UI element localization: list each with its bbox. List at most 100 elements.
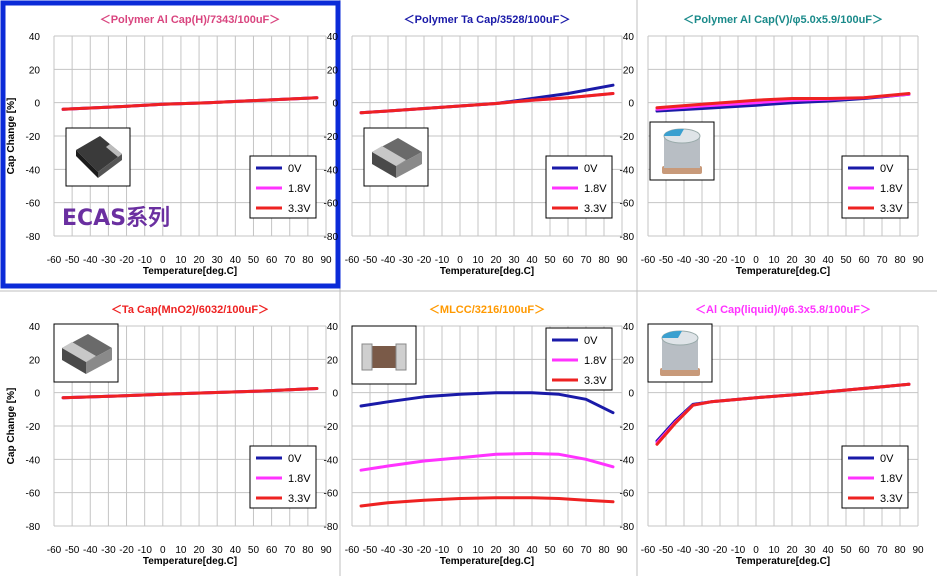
legend: 0V 1.8V 3.3V (249, 155, 317, 219)
x-tick-label: -10 (731, 545, 746, 556)
x-tick-label: 0 (753, 255, 759, 266)
x-tick-label: -40 (83, 255, 98, 266)
x-tick-label: 60 (266, 545, 278, 556)
x-tick-label: -50 (363, 545, 378, 556)
x-axis-title: Temperature[deg.C] (143, 266, 237, 277)
y-tick-label: -40 (620, 455, 635, 466)
y-tick-label: 20 (327, 355, 339, 366)
x-tick-label: 10 (768, 545, 780, 556)
y-tick-label: -80 (620, 522, 635, 533)
x-tick-label: 80 (302, 545, 314, 556)
x-tick-label: -10 (435, 545, 450, 556)
x-tick-label: 20 (194, 255, 206, 266)
y-tick-label: -40 (324, 165, 339, 176)
y-tick-label: 0 (332, 99, 338, 110)
x-tick-label: -60 (641, 255, 656, 266)
chart-title: ＜Al Cap(liquid)/φ6.3x5.8/100uF＞ (695, 304, 871, 316)
legend: 0V 1.8V 3.3V (841, 445, 909, 509)
y-tick-label: -80 (620, 232, 635, 243)
series-line-3.3V (359, 496, 615, 508)
x-tick-label: -30 (695, 255, 710, 266)
x-tick-label: 0 (160, 545, 166, 556)
highlight-frame (0, 0, 341, 289)
y-axis-title: Cap Change [%] (6, 98, 17, 175)
legend-label: 1.8V (584, 183, 607, 195)
x-tick-label: -10 (137, 545, 152, 556)
x-tick-label: -60 (345, 255, 360, 266)
y-tick-label: 0 (628, 99, 634, 110)
x-tick-label: 30 (508, 545, 520, 556)
x-tick-label: 90 (320, 545, 332, 556)
y-tick-label: 40 (29, 322, 41, 333)
y-tick-label: 40 (623, 322, 635, 333)
x-tick-label: 60 (858, 545, 870, 556)
x-tick-label: 70 (580, 545, 592, 556)
x-tick-label: 20 (194, 545, 206, 556)
y-tick-label: -60 (620, 199, 635, 210)
chart-panel-2: ＜Polymer Ta Cap/3528/100uF＞-60 -50 -40 -30-… (324, 14, 628, 277)
y-tick-label: 40 (29, 32, 41, 43)
chart-title: ＜Polymer Al Cap(H)/7343/100uF＞ (100, 14, 281, 26)
x-tick-label: -10 (731, 255, 746, 266)
x-tick-label: 0 (457, 255, 463, 266)
chart-title: ＜Polymer Al Cap(V)/φ5.0x5.9/100uF＞ (683, 14, 883, 26)
legend-label: 0V (584, 335, 598, 347)
x-tick-label: 10 (768, 255, 780, 266)
y-tick-label: -20 (26, 132, 41, 143)
chart-panel-3: ＜Polymer Al Cap(V)/φ5.0x5.9/100uF＞-60 -50… (620, 14, 924, 277)
y-tick-label: -80 (26, 522, 41, 533)
legend-label: 1.8V (584, 355, 607, 367)
y-tick-label: -60 (324, 199, 339, 210)
can-cap-icon (649, 121, 715, 181)
series-line-0V (359, 83, 615, 115)
x-tick-label: 30 (804, 545, 816, 556)
x-tick-label: 20 (490, 545, 502, 556)
y-tick-label: -40 (26, 455, 41, 466)
x-axis-title: Temperature[deg.C] (736, 556, 830, 567)
x-tick-label: 50 (544, 545, 556, 556)
x-tick-label: 80 (302, 255, 314, 266)
y-tick-label: -40 (324, 455, 339, 466)
x-tick-label: 30 (508, 255, 520, 266)
chart-title: ＜Ta Cap(MnO2)/6032/100uF＞ (111, 304, 269, 316)
x-tick-label: 30 (212, 255, 224, 266)
x-tick-label: 70 (284, 545, 296, 556)
legend-label: 1.8V (288, 183, 311, 195)
x-tick-label: 90 (912, 545, 924, 556)
x-tick-label: 10 (175, 545, 187, 556)
y-tick-label: 40 (327, 322, 339, 333)
tantalum-chip-icon (65, 127, 131, 187)
x-tick-label: 90 (912, 255, 924, 266)
y-tick-label: -20 (324, 132, 339, 143)
y-tick-label: -60 (26, 489, 41, 500)
x-tick-label: 30 (212, 545, 224, 556)
y-tick-label: 0 (628, 389, 634, 400)
x-tick-label: -20 (713, 255, 728, 266)
legend: 0V 1.8V 3.3V (249, 445, 317, 509)
x-tick-label: -40 (677, 255, 692, 266)
legend-label: 3.3V (584, 375, 607, 387)
x-tick-label: 90 (616, 255, 628, 266)
chart-title: ＜Polymer Ta Cap/3528/100uF＞ (404, 14, 571, 26)
y-tick-label: 0 (332, 389, 338, 400)
x-tick-label: 40 (526, 255, 538, 266)
x-tick-label: 10 (472, 255, 484, 266)
x-tick-label: 10 (175, 255, 187, 266)
y-tick-label: -20 (620, 422, 635, 433)
x-tick-label: 50 (248, 255, 260, 266)
y-tick-label: -80 (324, 232, 339, 243)
y-tick-label: 20 (29, 65, 41, 76)
x-tick-label: -30 (101, 545, 116, 556)
legend-label: 1.8V (288, 473, 311, 485)
legend-label: 3.3V (288, 203, 311, 215)
x-tick-label: -20 (417, 545, 432, 556)
x-tick-label: -50 (65, 545, 80, 556)
y-tick-label: -60 (620, 489, 635, 500)
x-tick-label: 20 (786, 255, 798, 266)
x-tick-label: 40 (230, 545, 242, 556)
mlcc-chip-icon (351, 325, 417, 385)
series-line-3.3V (655, 382, 911, 446)
legend-label: 3.3V (288, 493, 311, 505)
y-tick-label: -80 (324, 522, 339, 533)
